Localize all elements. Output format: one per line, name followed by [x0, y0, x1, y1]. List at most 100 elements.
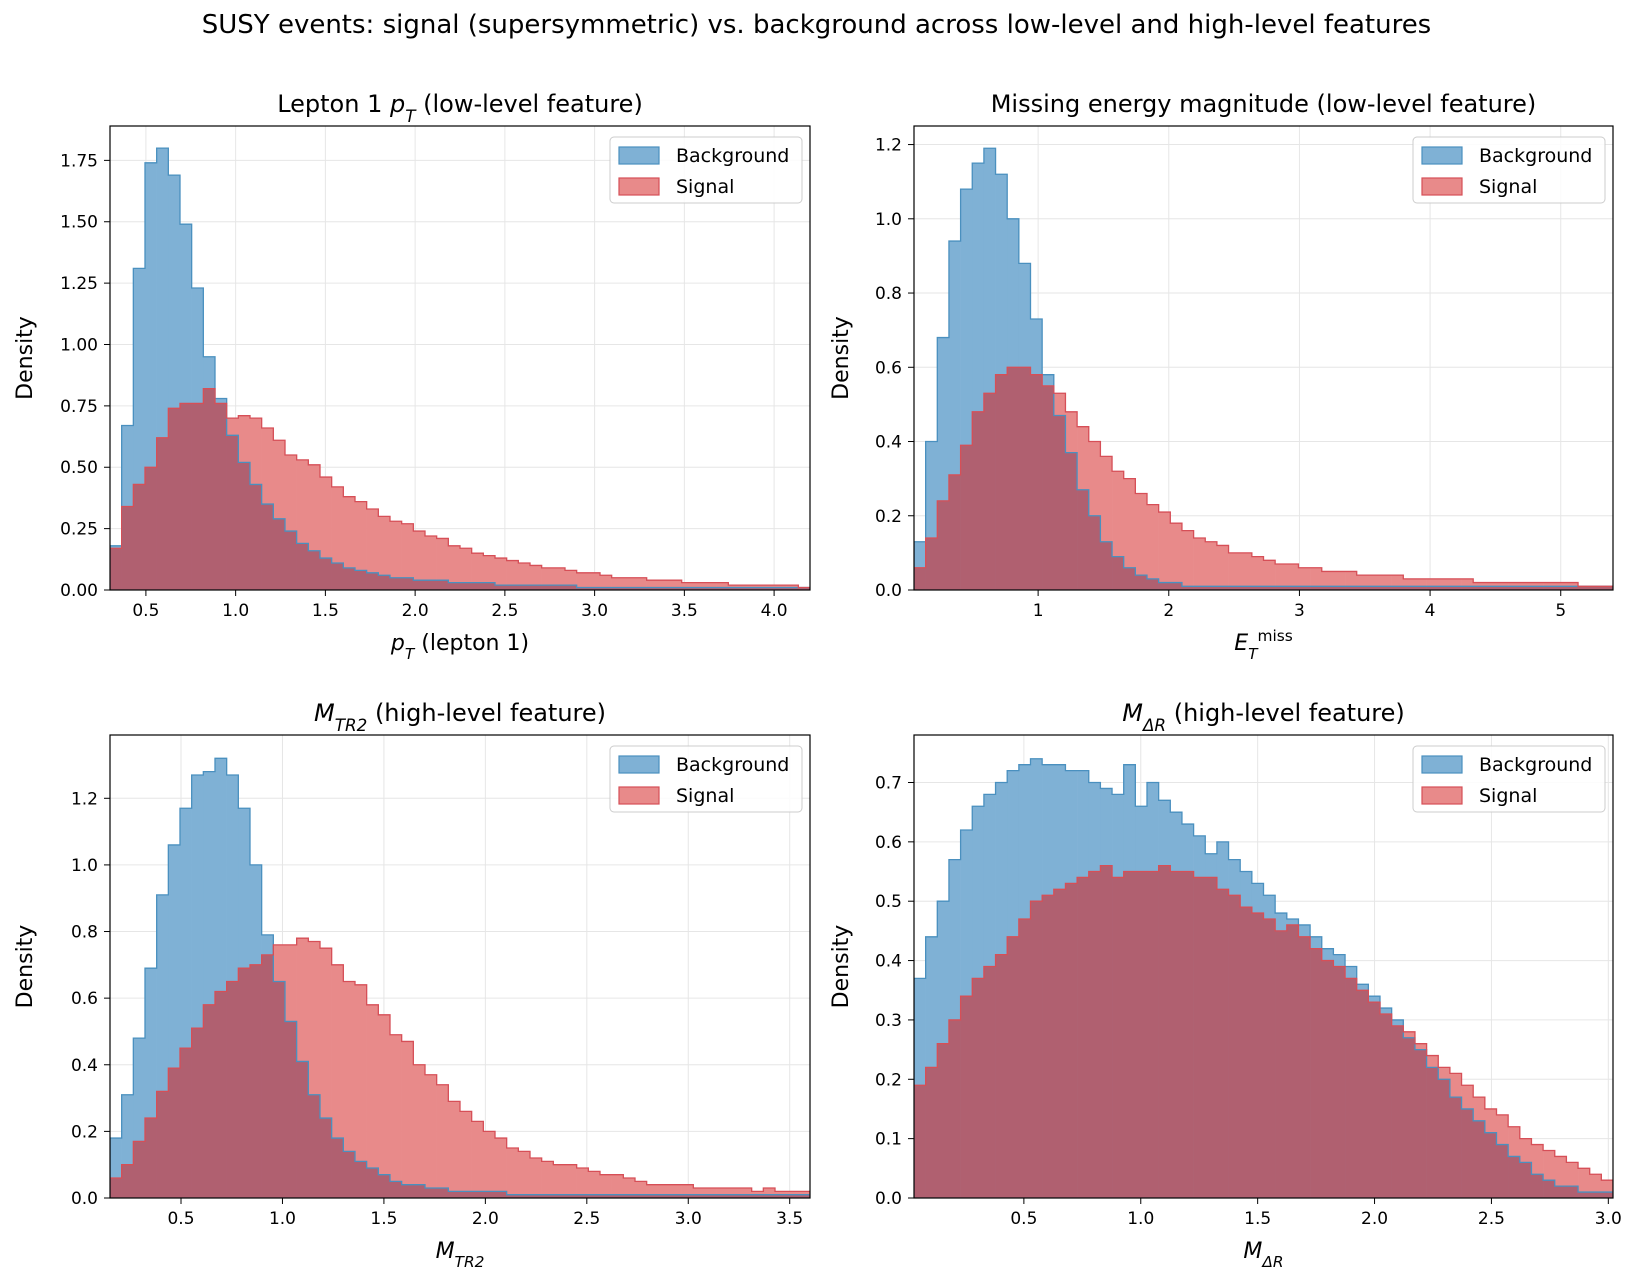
signal-bar	[530, 1158, 542, 1195]
signal-bar	[1135, 493, 1148, 576]
overlap-bar	[1333, 586, 1346, 590]
y-tick-label: 0.0	[71, 1189, 98, 1209]
signal-outline	[110, 937, 810, 1198]
signal-bar	[623, 577, 636, 588]
signal-bar	[460, 548, 472, 583]
overlap-bar	[436, 1188, 449, 1198]
overlap-bar	[1461, 586, 1474, 590]
signal-bar	[705, 1188, 717, 1195]
x-tick-label: 3.0	[675, 1209, 702, 1229]
y-tick-label: 0.0	[875, 1189, 902, 1209]
overlap-bar	[331, 1138, 344, 1198]
overlap-bar	[1426, 1067, 1439, 1198]
signal-bar	[1519, 582, 1532, 587]
signal-bar	[320, 948, 332, 1119]
signal-bar	[565, 570, 577, 586]
overlap-bar	[983, 393, 996, 590]
y-axis-label: Density	[829, 316, 854, 400]
overlap-bar	[914, 1085, 926, 1198]
legend-label: Background	[1479, 145, 1592, 167]
overlap-bar	[775, 587, 787, 590]
overlap-bar	[145, 467, 157, 590]
signal-bar	[495, 558, 507, 586]
legend-label: Background	[676, 145, 789, 167]
overlap-bar	[588, 587, 601, 590]
background-bar	[948, 241, 961, 590]
signal-bar	[366, 508, 379, 573]
signal-bar	[1414, 1043, 1427, 1050]
x-tick-label: 2.0	[1361, 1209, 1388, 1229]
overlap-bar	[925, 538, 938, 590]
overlap-bar	[740, 587, 752, 590]
overlap-bar	[355, 570, 367, 590]
y-tick-label: 0.8	[71, 923, 98, 943]
signal-bar	[413, 531, 426, 581]
overlap-bar	[588, 1194, 601, 1198]
signal-bar	[273, 440, 286, 519]
overlap-bar	[518, 1194, 531, 1198]
signal-bar	[1414, 578, 1427, 587]
signal-bar	[565, 1164, 577, 1195]
x-tick-label: 1.0	[222, 601, 249, 621]
overlap-bar	[1251, 586, 1264, 590]
overlap-bar	[1601, 1192, 1613, 1198]
signal-bar	[471, 553, 484, 583]
signal-bar	[1496, 582, 1509, 587]
overlap-bar	[728, 1194, 741, 1198]
histogram-bars	[110, 757, 810, 1198]
background-bar	[914, 541, 926, 590]
panel-3: 0.5 1.0 1.5 2.0 2.5 3.0 3.5 0.0 0.2 0.4 0.6 0.8 1.0 1…	[13, 699, 811, 1271]
overlap-bar	[145, 1118, 157, 1198]
overlap-bar	[1251, 913, 1264, 1198]
background-bar	[145, 162, 157, 590]
overlap-bar	[1263, 586, 1276, 590]
overlap-bar	[693, 587, 706, 590]
overlap-bar	[425, 580, 437, 590]
x-tick-label: 0.5	[1010, 1209, 1037, 1229]
x-tick-label: 1.0	[1127, 1209, 1154, 1229]
signal-bar	[763, 585, 776, 588]
signal-bar	[716, 1188, 729, 1195]
overlap-bar	[1135, 871, 1148, 1198]
overlap-bar	[786, 587, 799, 590]
signal-bar	[1403, 578, 1416, 587]
signal-bar	[600, 575, 612, 588]
overlap-bar	[1403, 586, 1416, 590]
signal-bar	[1461, 1085, 1474, 1109]
signal-bar	[1100, 456, 1113, 542]
y-tick-label: 1.75	[60, 151, 98, 171]
signal-outline	[110, 388, 810, 590]
panel-1: 0.5 1.0 1.5 2.0 2.5 3.0 3.5 4.0 0.00 0.25 0.50 0.75…	[13, 90, 811, 663]
overlap-bar	[600, 587, 612, 590]
signal-bar	[261, 427, 274, 505]
signal-bar	[285, 454, 297, 532]
overlap-bar	[937, 500, 950, 590]
overlap-bar	[1030, 901, 1043, 1198]
y-axis-label: Density	[13, 925, 38, 1009]
overlap-bar	[798, 587, 810, 590]
x-tick-label: 1.0	[269, 1209, 296, 1229]
overlap-bar	[378, 575, 391, 590]
signal-bar	[658, 1184, 671, 1195]
overlap-bar	[495, 585, 507, 590]
overlap-bar	[541, 585, 554, 590]
signal-bar	[646, 1184, 659, 1195]
overlap-bar	[1554, 1186, 1567, 1198]
overlap-bar	[1193, 586, 1206, 590]
overlap-bar	[1391, 586, 1404, 590]
overlap-bar	[1100, 541, 1113, 590]
signal-bar	[226, 418, 239, 436]
overlap-bar	[1216, 586, 1229, 590]
signal-bar	[250, 418, 262, 485]
y-tick-label: 0.6	[71, 989, 98, 1009]
x-tick-label: 2.0	[402, 601, 429, 621]
signal-bar	[1601, 1180, 1613, 1193]
overlap-bar	[1042, 895, 1055, 1198]
x-tick-label: 1.5	[312, 601, 339, 621]
signal-bar	[1298, 567, 1311, 587]
signal-bar	[460, 1111, 472, 1192]
overlap-bar	[1356, 990, 1369, 1198]
signal-bar	[1496, 1114, 1509, 1145]
signal-bar	[553, 567, 566, 586]
legend-label: Background	[676, 754, 789, 776]
